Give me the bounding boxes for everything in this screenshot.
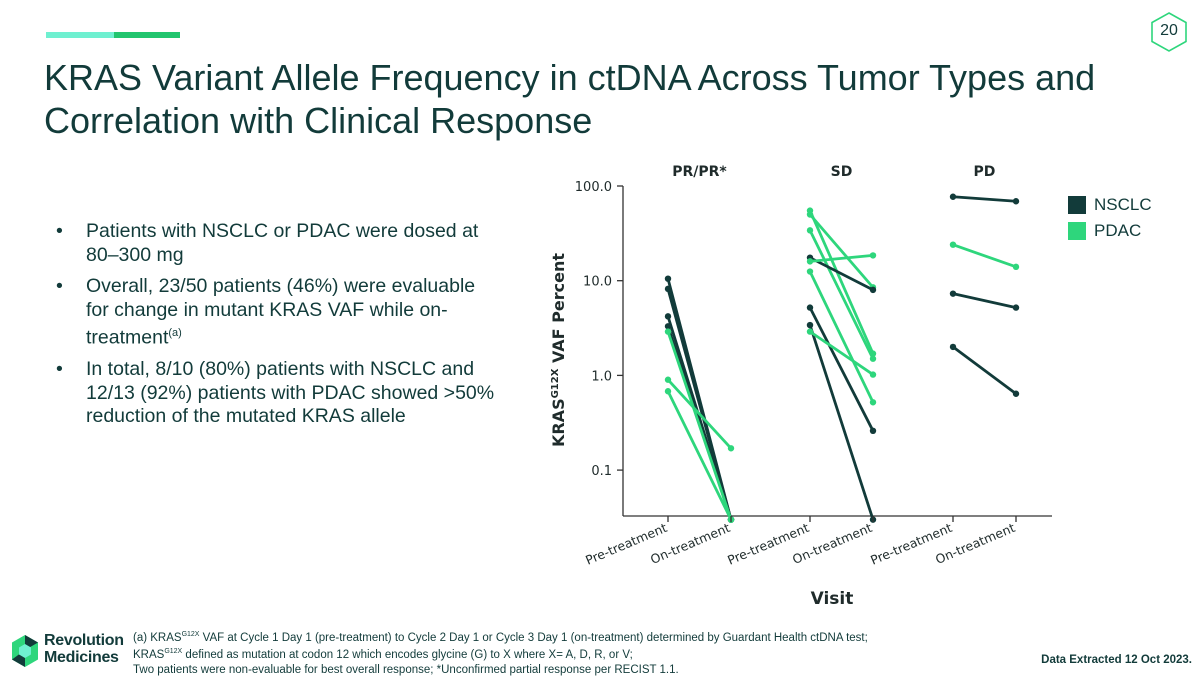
- logo-line-2: Medicines: [44, 649, 119, 666]
- data-point-on: [869, 427, 877, 435]
- bullet-text: Patients with NSCLC or PDAC were dosed a…: [86, 220, 479, 266]
- series-line-pdac: [666, 330, 733, 522]
- series-line-pdac: [808, 228, 875, 361]
- data-point-on: [869, 355, 877, 362]
- data-point-pre: [664, 285, 672, 293]
- y-tick-label: 1.0: [591, 369, 612, 384]
- x-axis-label: Visit: [811, 589, 854, 609]
- series-line-nsclc: [808, 306, 875, 433]
- data-point-pre: [806, 304, 814, 311]
- accent-bar-dark: [114, 32, 180, 38]
- data-point-pre: [949, 290, 957, 297]
- data-point-on: [869, 371, 877, 378]
- bullet-item: Overall, 23/50 patients (46%) were evalu…: [56, 275, 496, 350]
- y-tick-label: 100.0: [575, 180, 612, 195]
- data-point-pre: [806, 321, 814, 329]
- data-point-on: [1012, 390, 1020, 397]
- data-point-pre: [806, 211, 814, 218]
- legend-item-nsclc: NSCLC: [1068, 192, 1152, 218]
- logo-mark-icon: [12, 635, 38, 667]
- logo-text: Revolution Medicines: [44, 632, 124, 666]
- data-point-pre: [949, 241, 957, 248]
- y-tick-label: 10.0: [583, 275, 612, 290]
- company-logo: Revolution Medicines: [10, 632, 124, 672]
- series-line-nsclc: [808, 256, 875, 292]
- data-point-pre: [664, 388, 672, 395]
- series-line-pdac: [666, 389, 733, 522]
- vaf-chart: PR/PR* SD PD 100.0 10.0 1.0 0.1 Pre-treatment…: [540, 150, 1060, 620]
- legend-item-pdac: PDAC: [1068, 218, 1152, 244]
- data-point-pre: [664, 275, 672, 282]
- data-point-pre: [949, 193, 957, 200]
- panel-title: PR/PR*: [672, 164, 727, 180]
- series-line-pdac: [808, 253, 875, 263]
- data-point-pre: [806, 227, 814, 234]
- bullet-footnote-ref: (a): [168, 327, 182, 339]
- footnote: (a) KRASG12X VAF at Cycle 1 Day 1 (pre-t…: [133, 628, 1033, 677]
- data-point-on: [1012, 263, 1020, 271]
- data-point-pre: [664, 323, 672, 330]
- series-line-pdac: [808, 330, 875, 376]
- data-point-on: [869, 399, 877, 406]
- legend-swatch: [1068, 222, 1086, 240]
- footnote-line-3: Two patients were non-evaluable for best…: [133, 663, 679, 676]
- accent-bar: [46, 32, 180, 38]
- data-point-on: [869, 286, 877, 294]
- bullet-item: In total, 8/10 (80%) patients with NSCLC…: [56, 358, 496, 429]
- bullet-text: In total, 8/10 (80%) patients with NSCLC…: [86, 358, 495, 427]
- series-line-pdac: [808, 270, 875, 404]
- data-point-pre: [806, 258, 814, 265]
- footnote-line-1: (a) KRASG12X VAF at Cycle 1 Day 1 (pre-t…: [133, 631, 868, 644]
- page-number-badge: 20: [1149, 11, 1189, 53]
- data-point-on: [1012, 198, 1020, 205]
- data-point-pre: [664, 376, 672, 383]
- panel-title: SD: [831, 164, 853, 180]
- data-point-pre: [806, 328, 814, 335]
- series-line-pdac: [951, 243, 1018, 269]
- legend-label: NSCLC: [1094, 195, 1152, 214]
- bullet-text: Overall, 23/50 patients (46%) were evalu…: [86, 275, 476, 349]
- y-tick-label: 0.1: [591, 464, 612, 479]
- series-line-pdac: [666, 378, 733, 450]
- data-point-pre: [664, 328, 672, 335]
- series-line-nsclc: [951, 292, 1018, 309]
- data-point-pre: [664, 313, 672, 320]
- accent-bar-light: [46, 32, 114, 38]
- series-line-pdac: [808, 209, 875, 355]
- data-point-on: [869, 252, 877, 259]
- legend-label: PDAC: [1094, 221, 1142, 240]
- bullet-item: Patients with NSCLC or PDAC were dosed a…: [56, 220, 496, 267]
- legend-swatch: [1068, 196, 1086, 214]
- series-line-pdac: [808, 213, 875, 289]
- y-axis-label: KRASG12X VAF Percent: [549, 253, 568, 447]
- page-number: 20: [1160, 22, 1178, 39]
- data-extracted-note: Data Extracted 12 Oct 2023.: [1041, 654, 1192, 666]
- page-title: KRAS Variant Allele Frequency in ctDNA A…: [44, 57, 1096, 141]
- series-line-nsclc: [951, 345, 1018, 396]
- panel-title: PD: [974, 164, 996, 180]
- data-point-pre: [806, 268, 814, 275]
- hexagon-icon: [1151, 12, 1187, 52]
- footnote-line-2: KRASG12X defined as mutation at codon 12…: [133, 648, 633, 662]
- series-line-nsclc: [951, 195, 1018, 203]
- series-line-nsclc: [808, 323, 875, 522]
- chart-legend: NSCLC PDAC: [1068, 192, 1152, 244]
- vaf-chart-svg: PR/PR* SD PD 100.010.01.00.1 Pre-treatment…: [549, 164, 1052, 609]
- logo-line-1: Revolution: [44, 632, 124, 649]
- data-point-on: [727, 445, 735, 452]
- data-point-on: [1012, 304, 1020, 311]
- data-point-pre: [949, 343, 957, 351]
- bullet-list: Patients with NSCLC or PDAC were dosed a…: [56, 220, 496, 437]
